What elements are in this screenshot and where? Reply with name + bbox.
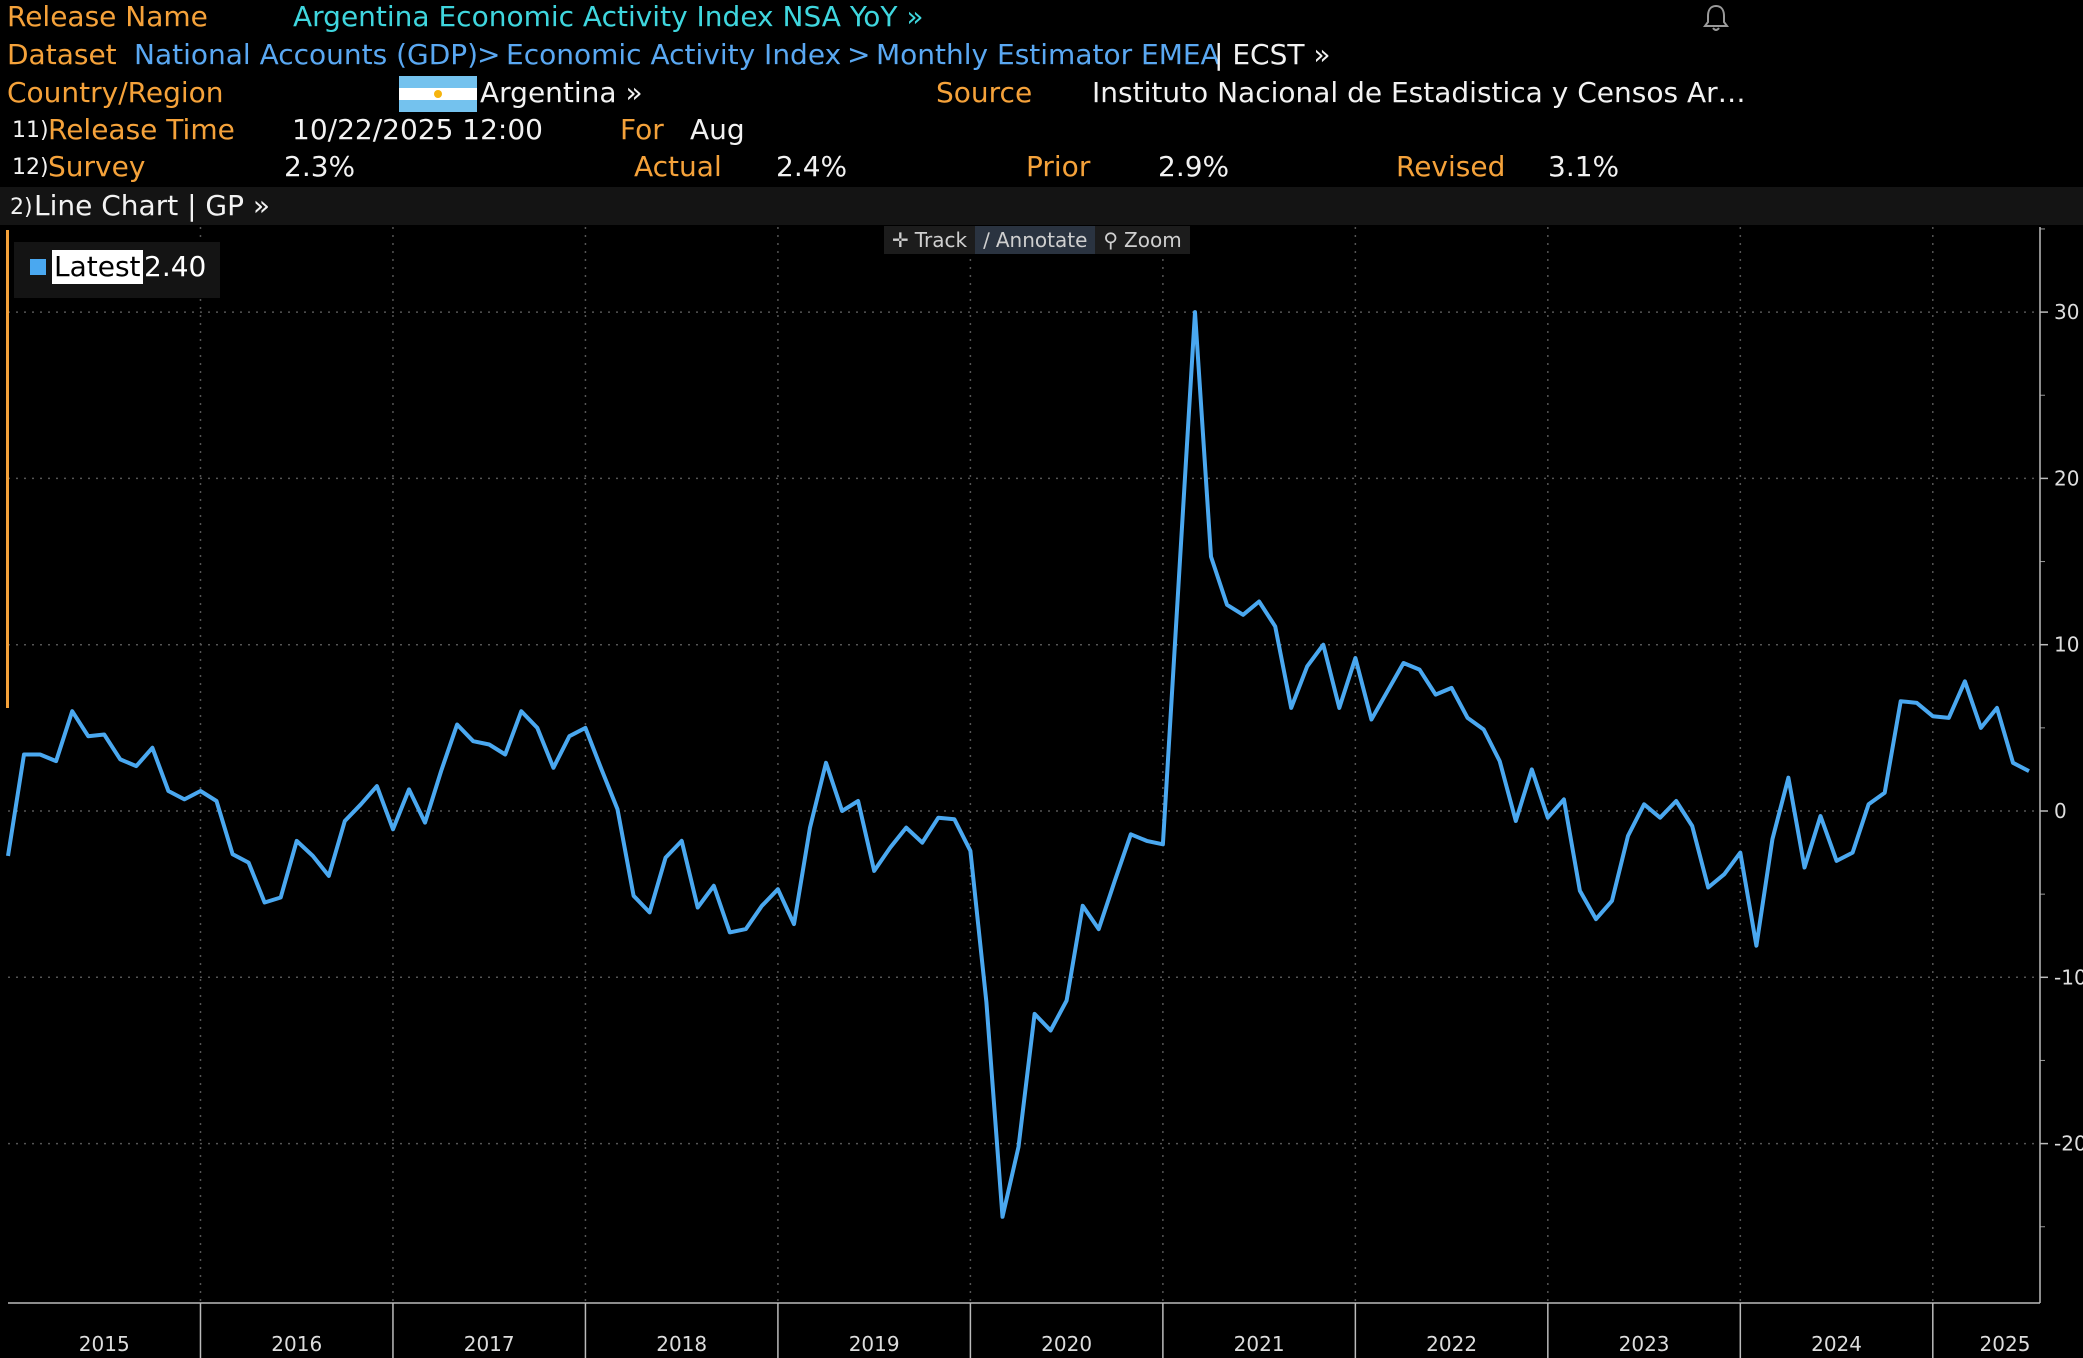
prior-label: Prior <box>1026 150 1091 183</box>
country-row: Country/Region Argentina » Source Instit… <box>0 75 2083 113</box>
series-line-latest <box>6 310 2030 1219</box>
x-tick-label: 2021 <box>1234 1332 1285 1356</box>
x-tick-label: 2015 <box>79 1332 130 1356</box>
for-label: For <box>620 113 664 146</box>
x-tick-label: 2024 <box>1811 1332 1862 1356</box>
chart-menu-bar: 2) Line Chart | GP » <box>0 187 2083 225</box>
for-value: Aug <box>690 113 745 146</box>
dataset-label: Dataset <box>7 38 117 71</box>
y-tick-label: -20 <box>2054 1132 2083 1156</box>
dataset-crumb-2[interactable]: Economic Activity Index <box>506 38 842 71</box>
annotate-label: Annotate <box>995 228 1088 252</box>
survey-label[interactable]: Survey <box>48 150 146 183</box>
series-group <box>6 310 2030 1219</box>
source-value: Instituto Nacional de Estadistica y Cens… <box>1092 76 1746 109</box>
breadcrumb-separator: > <box>477 38 501 71</box>
release-name-label: Release Name <box>7 0 208 33</box>
menu-number: 11) <box>12 118 49 143</box>
range-marker <box>6 230 9 708</box>
chart-legend[interactable]: Latest 2.40 <box>14 242 220 298</box>
source-label: Source <box>936 76 1033 109</box>
breadcrumb-separator: > <box>847 38 871 71</box>
release-name-row: Release Name Argentina Economic Activity… <box>0 0 2083 37</box>
revised-label: Revised <box>1396 150 1506 183</box>
country-label: Country/Region <box>7 76 224 109</box>
release-name-link[interactable]: Argentina Economic Activity Index NSA Yo… <box>293 0 924 33</box>
zoom-label: Zoom <box>1124 228 1182 252</box>
x-tick-label: 2018 <box>656 1332 707 1356</box>
x-tick-label: 2019 <box>849 1332 900 1356</box>
release-time-row: 11) Release Time 10/22/2025 12:00 For Au… <box>0 113 2083 150</box>
x-axis: 2015 2016 2017 2018 2019 2020 2021 2022 2023 2024… <box>8 1302 2040 1358</box>
revised-value: 3.1% <box>1548 150 1620 183</box>
y-tick-label: 20 <box>2054 466 2079 490</box>
chart-type-menu[interactable]: Line Chart | GP » <box>34 189 271 222</box>
y-tick-label: 0 <box>2054 799 2067 823</box>
dataset-row: Dataset National Accounts (GDP) > Econom… <box>0 37 2083 75</box>
zoom-icon: ⚲ <box>1103 228 1119 252</box>
chart-grid <box>8 227 2040 1303</box>
dataset-crumb-3[interactable]: Monthly Estimator EMEA <box>876 38 1220 71</box>
legend-label: Latest <box>52 250 143 284</box>
x-tick-label: 2020 <box>1041 1332 1092 1356</box>
y-tick-label: 30 <box>2054 300 2079 324</box>
chart-toolbar: ✛ Track ∕ Annotate ⚲ Zoom <box>884 226 1190 254</box>
release-time-value: 10/22/2025 12:00 <box>292 113 543 146</box>
dataset-tail[interactable]: | ECST » <box>1214 38 1331 71</box>
y-tick-label: 10 <box>2054 633 2079 657</box>
track-icon: ✛ <box>892 228 909 252</box>
survey-value: 2.3% <box>284 150 356 183</box>
prior-value: 2.9% <box>1158 150 1230 183</box>
actual-label: Actual <box>634 150 722 183</box>
bell-icon[interactable] <box>1700 2 1732 34</box>
x-tick-label: 2022 <box>1426 1332 1477 1356</box>
x-tick-label: 2016 <box>271 1332 322 1356</box>
actual-value: 2.4% <box>776 150 848 183</box>
track-button[interactable]: ✛ Track <box>884 226 975 254</box>
argentina-flag-icon <box>399 76 477 112</box>
dataset-crumb-1[interactable]: National Accounts (GDP) <box>134 38 479 71</box>
x-tick-label: 2023 <box>1619 1332 1670 1356</box>
annotate-button[interactable]: ∕ Annotate <box>975 226 1096 254</box>
y-axis: 30 20 10 0 -10 -20 <box>2039 227 2083 1303</box>
y-tick-label: -10 <box>2054 965 2083 989</box>
menu-number: 2) <box>10 195 33 220</box>
legend-swatch <box>30 259 46 275</box>
x-tick-label: 2017 <box>464 1332 515 1356</box>
x-tick-label: 2025 <box>1980 1332 2031 1356</box>
country-link[interactable]: Argentina » <box>480 76 643 109</box>
line-chart[interactable]: 2015 2016 2017 2018 2019 2020 2021 2022 2023 2024… <box>0 225 2083 1358</box>
track-label: Track <box>914 228 968 252</box>
menu-number: 12) <box>12 155 49 180</box>
legend-value: 2.40 <box>144 250 207 283</box>
annotate-icon: ∕ <box>983 228 990 252</box>
zoom-button[interactable]: ⚲ Zoom <box>1095 226 1189 254</box>
release-time-label[interactable]: Release Time <box>48 113 235 146</box>
survey-row: 12) Survey 2.3% Actual 2.4% Prior 2.9% R… <box>0 150 2083 188</box>
